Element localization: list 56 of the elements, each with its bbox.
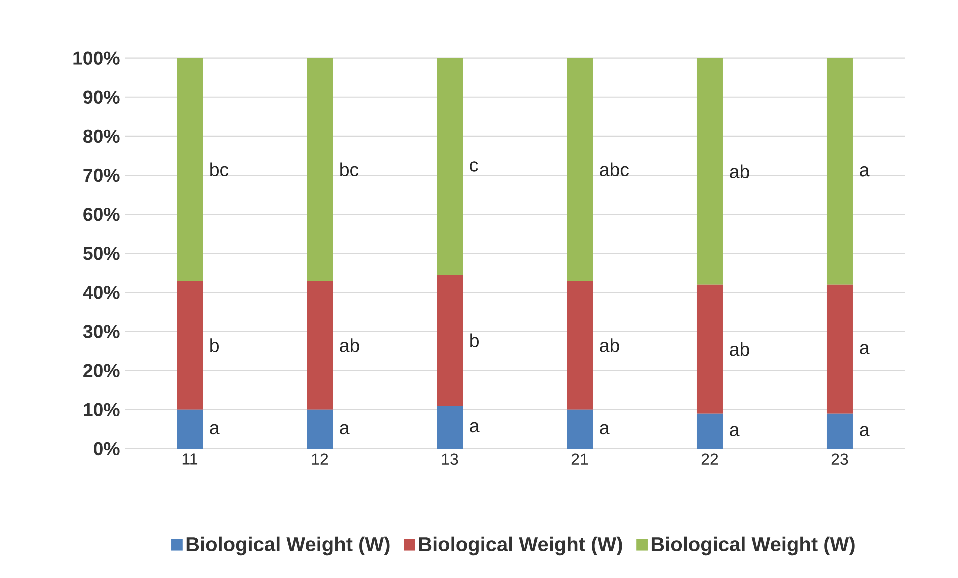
y-tick-label: 0% [94, 442, 120, 456]
y-tick-label: 10% [84, 403, 120, 417]
y-tick-label: 50% [84, 247, 120, 260]
bar [826, 58, 853, 285]
annotation: a [860, 166, 870, 177]
y-tick-label: 60% [84, 208, 120, 222]
annotation: ab [730, 342, 750, 356]
y-tick-label: 40% [83, 286, 120, 300]
annotation: a [470, 422, 480, 433]
bar [696, 58, 723, 285]
bar [826, 284, 853, 414]
annotation: a [210, 424, 220, 435]
annotation: c [470, 162, 478, 172]
annotation: bc [340, 162, 359, 177]
x-tick-label: 22 [702, 454, 718, 465]
bar [437, 275, 463, 406]
bar [177, 410, 204, 449]
annotation: a [860, 426, 870, 437]
bar [567, 410, 593, 449]
bar [696, 284, 723, 414]
bar [826, 414, 853, 449]
bar [567, 281, 593, 410]
annotation: b [470, 334, 479, 348]
y-tick-label: 80% [84, 130, 120, 144]
legend-label: Biological Weight (W) [652, 536, 855, 556]
y-tick-label: 70% [84, 168, 120, 182]
annotation: b [210, 338, 219, 352]
bar [437, 58, 463, 276]
x-tick-label: 21 [572, 454, 588, 465]
annotation: a [730, 426, 740, 437]
annotation: a [340, 424, 350, 435]
bar [696, 414, 723, 449]
x-tick-label: 11 [182, 454, 198, 465]
annotation: a [600, 424, 610, 435]
bar [307, 58, 333, 282]
bar [177, 281, 204, 410]
y-tick-label: 20% [84, 364, 120, 378]
legend-label: Biological Weight (W) [419, 536, 622, 556]
bar [437, 406, 463, 449]
x-tick-label: 23 [832, 454, 848, 466]
x-tick-label: 13 [442, 454, 458, 466]
legend-label: Biological Weight (W) [186, 536, 390, 556]
bar [307, 281, 333, 410]
annotation: ab [730, 164, 750, 178]
y-tick-label: 30% [83, 325, 120, 338]
bar [567, 58, 593, 282]
annotation: a [860, 344, 870, 354]
y-tick-label: 90% [84, 90, 120, 104]
annotation: ab [600, 338, 620, 352]
annotation: ab [340, 338, 360, 352]
annotation: abc [600, 162, 629, 177]
annotation: bc [210, 162, 229, 177]
x-tick-label: 12 [312, 454, 328, 465]
bar [177, 58, 204, 282]
bar [307, 410, 333, 449]
y-tick-label: 100% [74, 52, 120, 65]
